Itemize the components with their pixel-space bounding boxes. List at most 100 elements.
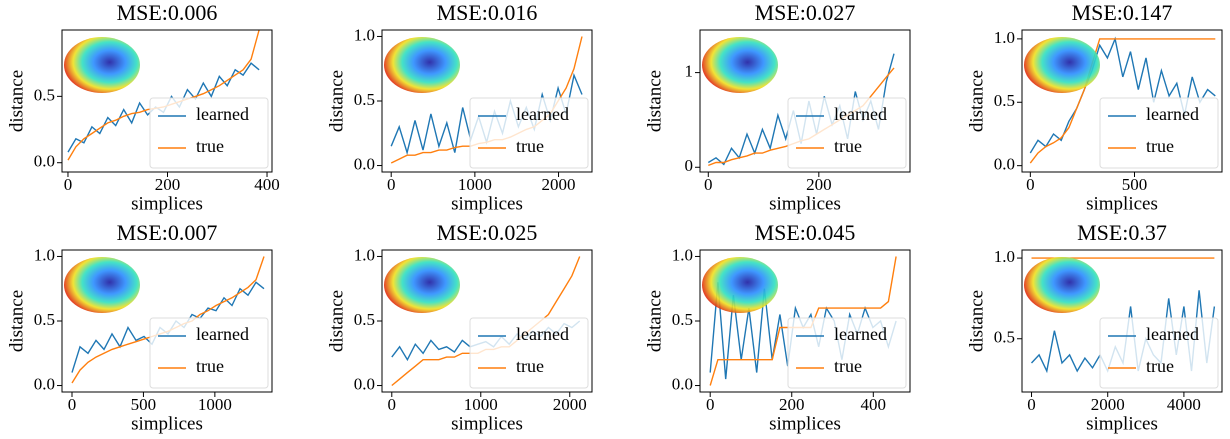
x-tick-label: 400 <box>254 175 280 194</box>
chart-title: MSE:0.045 <box>755 220 856 245</box>
mesh-inset <box>384 257 460 313</box>
chart-title: MSE:0.027 <box>755 0 856 25</box>
axes-frame <box>61 29 273 173</box>
x-axis-label: simplices <box>769 193 841 214</box>
y-tick-label: 1.0 <box>34 245 55 264</box>
x-tick-label: 0 <box>64 175 73 194</box>
y-axis-label: distance <box>966 290 987 352</box>
subplot: MSE:0.007 simplices distance 0.0 0.5 1.0 0 500 1… <box>6 220 273 434</box>
subplot: MSE:0.37 simplices distance 0.5 1.0 0 2000 4000… <box>966 220 1223 434</box>
legend-label: learned <box>196 324 249 344</box>
mesh-inset <box>64 37 140 93</box>
subplot: MSE:0.025 simplices distance 0.0 0.5 1.0 0 1000… <box>326 220 593 434</box>
y-axis-label: distance <box>6 70 27 132</box>
legend-label: true <box>1146 136 1174 156</box>
legend-label: true <box>1146 356 1174 376</box>
legend-label: learned <box>196 104 249 124</box>
mesh-inset <box>702 257 778 313</box>
mesh-inset <box>64 257 140 313</box>
series-line <box>1029 38 1216 164</box>
y-tick-label: 1.0 <box>354 25 375 44</box>
y-axis-label: distance <box>326 290 347 352</box>
x-tick-label: 1000 <box>458 175 492 194</box>
y-tick-label: 0.0 <box>994 155 1015 174</box>
subplot: MSE:0.147 simplices distance 0.0 0.5 1.0 0 500 l… <box>966 0 1223 214</box>
chart-title: MSE:0.37 <box>1077 220 1167 245</box>
y-tick-label: 0.5 <box>994 91 1015 110</box>
y-tick-label: 0.5 <box>354 90 375 109</box>
legend-label: learned <box>516 324 569 344</box>
y-tick-label: 0.0 <box>34 374 55 393</box>
x-tick-label: 0 <box>704 175 713 194</box>
chart-title: MSE:0.007 <box>117 220 218 245</box>
x-tick-label: 500 <box>1122 175 1148 194</box>
y-tick-label: 0.0 <box>354 154 375 173</box>
legend-label: learned <box>516 104 569 124</box>
x-tick-label: 200 <box>779 395 805 414</box>
x-axis-label: simplices <box>1086 413 1158 434</box>
y-tick-label: 0.5 <box>34 310 55 329</box>
mesh-inset <box>1024 37 1100 93</box>
legend-label: true <box>196 136 224 156</box>
legend-label: true <box>516 356 544 376</box>
subplot: MSE:0.016 simplices distance 0.0 0.5 1.0 0 1000… <box>326 0 593 214</box>
x-tick-label: 0 <box>1027 395 1036 414</box>
y-tick-label: 1.0 <box>672 245 693 264</box>
legend-label: true <box>516 136 544 156</box>
x-tick-label: 0 <box>388 395 397 414</box>
x-tick-label: 2000 <box>542 175 576 194</box>
subplot: MSE:0.027 simplices distance 0 1 0 200 learned t… <box>644 0 911 214</box>
x-tick-label: 2000 <box>553 395 587 414</box>
x-axis-label: simplices <box>131 193 203 214</box>
x-tick-label: 2000 <box>1091 395 1125 414</box>
axes-frame <box>381 249 593 393</box>
y-axis-label: distance <box>6 290 27 352</box>
y-tick-label: 0 <box>685 156 694 175</box>
chart-title: MSE:0.025 <box>437 220 538 245</box>
legend-label: true <box>834 356 862 376</box>
y-tick-label: 1 <box>685 62 694 81</box>
y-tick-label: 0.5 <box>994 328 1015 347</box>
chart-title: MSE:0.006 <box>117 0 218 25</box>
axes-frame <box>699 29 911 173</box>
axes-frame <box>1021 249 1223 393</box>
x-tick-label: 0 <box>68 395 77 414</box>
x-tick-label: 4000 <box>1167 395 1201 414</box>
mesh-inset <box>1024 257 1100 313</box>
y-tick-label: 0.0 <box>354 374 375 393</box>
x-axis-label: simplices <box>769 413 841 434</box>
y-tick-label: 0.0 <box>34 152 55 171</box>
legend-label: learned <box>1146 324 1199 344</box>
x-tick-label: 400 <box>861 395 887 414</box>
y-tick-label: 0.5 <box>672 310 693 329</box>
subplot: MSE:0.045 simplices distance 0.0 0.5 1.0 0 200 4… <box>644 220 911 434</box>
axes-frame <box>381 29 593 173</box>
mesh-inset <box>384 37 460 93</box>
x-tick-label: 1000 <box>198 395 232 414</box>
x-axis-label: simplices <box>451 413 523 434</box>
axes-frame <box>1021 29 1223 173</box>
y-tick-label: 1.0 <box>354 245 375 264</box>
y-tick-label: 1.0 <box>994 247 1015 266</box>
axes-frame <box>61 249 273 393</box>
y-axis-label: distance <box>966 70 987 132</box>
x-axis-label: simplices <box>1086 193 1158 214</box>
axes-frame <box>699 249 911 393</box>
x-tick-label: 0 <box>706 395 715 414</box>
x-tick-label: 0 <box>387 175 396 194</box>
mesh-inset <box>702 37 778 93</box>
y-axis-label: distance <box>326 70 347 132</box>
x-tick-label: 200 <box>155 175 181 194</box>
legend-label: true <box>196 356 224 376</box>
y-tick-label: 1.0 <box>994 28 1015 47</box>
x-tick-label: 200 <box>806 175 832 194</box>
y-axis-label: distance <box>644 70 665 132</box>
legend-label: learned <box>1146 104 1199 124</box>
chart-title: MSE:0.016 <box>437 0 538 25</box>
y-tick-label: 0.5 <box>34 85 55 104</box>
x-axis-label: simplices <box>131 413 203 434</box>
chart-title: MSE:0.147 <box>1072 0 1173 25</box>
x-tick-label: 1000 <box>464 395 498 414</box>
y-axis-label: distance <box>644 290 665 352</box>
